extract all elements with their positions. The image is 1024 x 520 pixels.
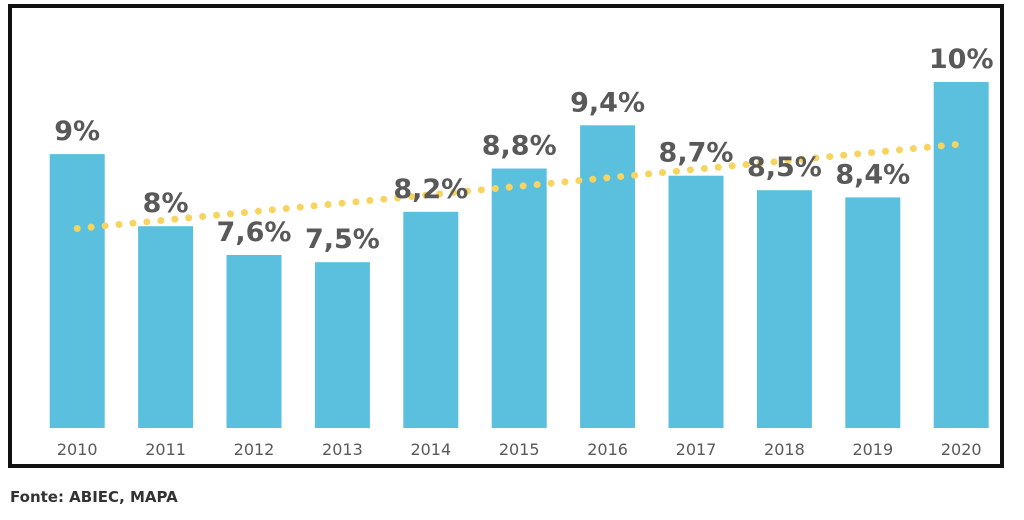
data-label-2017: 8,7% [659,138,734,169]
data-label-2016: 9,4% [570,87,645,118]
x-tick-label-2011: 2011 [145,440,186,459]
x-tick-label-2018: 2018 [764,440,805,459]
x-tick-label-2012: 2012 [234,440,275,459]
bar-2016 [580,125,636,429]
x-tick-label-2019: 2019 [852,440,893,459]
bar-2013 [314,262,370,428]
x-tick-label-2016: 2016 [587,440,628,459]
data-label-2013: 7,5% [305,224,380,255]
bar-2012 [226,255,282,428]
bar-2011 [138,226,194,428]
bar-2019 [845,197,901,428]
x-axis-ticks-layer: 2010 2011 2012 2013 2014 2015 2016 2017 2018 2019… [57,440,982,459]
x-tick-label-2017: 2017 [676,440,717,459]
trendline-layer [73,140,965,232]
bar-chart: 9%8%7,6% 7,5%8,2%8,8%9,4%8,7% 8,5% 8,4%10% … [49,44,994,459]
x-tick-label-2014: 2014 [410,440,451,459]
bar-2020 [933,82,989,428]
x-tick-label-2020: 2020 [941,440,982,459]
x-tick-label-2010: 2010 [57,440,98,459]
data-label-2014: 8,2% [393,174,468,205]
source-note: Fonte: ABIEC, MAPA [10,488,178,506]
bar-2018 [756,190,812,428]
bar-2017 [668,175,724,428]
bars-layer [49,82,989,429]
data-label-2010: 9% [54,116,100,147]
data-label-2011: 8% [143,188,189,219]
data-label-2018: 8,5% [747,152,822,183]
x-tick-label-2013: 2013 [322,440,363,459]
bar-2015 [491,168,547,428]
data-labels-layer: 9% 8% 7,6% 7,5% 8,2% 8,8% 9,4% 8,7% 8,5% 8,4% 10% [54,44,993,255]
bar-2014 [403,211,459,428]
x-tick-label-2015: 2015 [499,440,540,459]
data-label-2020: 10% [929,44,994,75]
bar-2010 [49,154,105,428]
data-label-2019: 8,4% [835,159,910,190]
data-label-2015: 8,8% [482,131,557,162]
chart-frame: 9% 8% 7,6% 7,5% 8,2% 8,8% 9,4% 8,7% 8,5% 8,4% 10% … [8,4,1004,468]
data-label-2012: 7,6% [217,217,292,248]
trendline [73,140,965,232]
